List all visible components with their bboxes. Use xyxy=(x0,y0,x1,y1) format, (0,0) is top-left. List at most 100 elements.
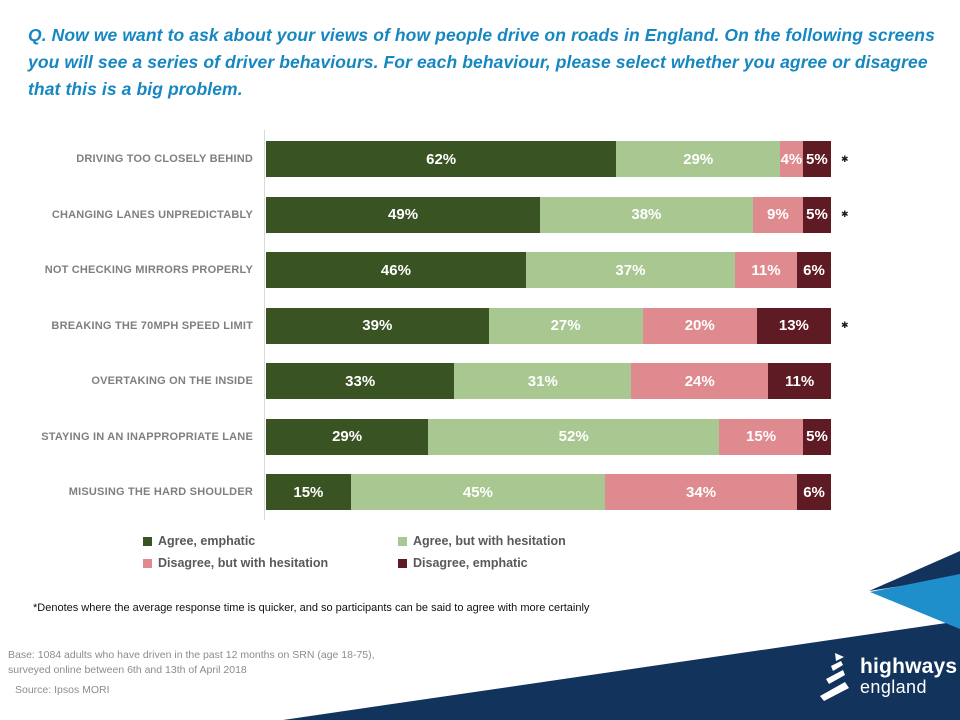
stacked-bar: 49% 38% 9% 5% xyxy=(266,196,831,233)
bar-segment-value: 6% xyxy=(803,261,825,279)
stacked-bar: 33% 31% 24% 11% xyxy=(266,363,831,399)
bar-segment: 27% xyxy=(488,307,643,344)
legend-item: Agree, but with hesitation xyxy=(398,533,566,549)
bar-segment-value: 27% xyxy=(550,317,581,334)
highways-england-logo: highways england xyxy=(818,646,960,706)
bar-segment: 33% xyxy=(266,363,455,399)
base-text: Base: 1084 adults who have driven in the… xyxy=(8,648,428,678)
bar-segment: 5% xyxy=(802,141,831,177)
bar-segment-value: 45% xyxy=(462,483,493,501)
bar-segment: 29% xyxy=(616,141,781,177)
bar-segment-value: 5% xyxy=(806,150,828,168)
legend-item: Disagree, but with hesitation xyxy=(143,555,398,571)
chart-row: BREAKING THE 70MPH SPEED LIMIT 39% 27% 20% 1… xyxy=(0,307,900,344)
bar-segment-value: 20% xyxy=(684,317,715,334)
base-line-2: surveyed online between 6th and 13th of … xyxy=(8,664,247,676)
bar-segment-value: 24% xyxy=(684,372,715,390)
stacked-bar-chart: DRIVING TOO CLOSELY BEHIND 62% 29% 4% 5% ✱ CHA… xyxy=(0,130,900,522)
bar-segment-value: 38% xyxy=(631,206,662,223)
bar-segment-value: 11% xyxy=(751,261,781,279)
quicker-response-asterisk: ✱ xyxy=(841,153,849,164)
chart-row: MISUSING THE HARD SHOULDER 15% 45% 34% 6% xyxy=(0,474,900,510)
bar-segment: 4% xyxy=(780,141,803,177)
bar-segment-value: 4% xyxy=(780,150,803,168)
bar-segment: 46% xyxy=(266,252,526,288)
stacked-bar: 39% 27% 20% 13% xyxy=(266,307,831,344)
bar-segment: 5% xyxy=(803,418,831,455)
bar-segment-value: 15% xyxy=(293,483,324,501)
source-text: Source: Ipsos MORI xyxy=(15,684,110,696)
bar-segment: 29% xyxy=(266,418,429,455)
chart-legend: Agree, emphatic Agree, but with hesitatio… xyxy=(143,533,566,571)
quicker-response-asterisk: ✱ xyxy=(841,209,849,219)
bar-segment: 5% xyxy=(803,196,831,233)
light-blue-flag-shape xyxy=(870,574,960,629)
legend-label: Disagree, but with hesitation xyxy=(158,556,329,570)
category-label: MISUSING THE HARD SHOULDER xyxy=(68,486,253,498)
bar-segment-value: 33% xyxy=(345,372,376,390)
bar-segment-value: 6% xyxy=(803,483,825,501)
bar-segment: 9% xyxy=(752,196,803,233)
stacked-bar: 46% 37% 11% 6% xyxy=(266,252,831,288)
legend-swatch xyxy=(143,558,152,568)
bar-segment-value: 37% xyxy=(615,261,646,279)
category-label: OVERTAKING ON THE INSIDE xyxy=(91,375,253,387)
bar-segment-value: 15% xyxy=(746,428,777,445)
bar-segment: 39% xyxy=(266,307,489,344)
asterisk-footnote: *Denotes where the average response time… xyxy=(33,602,590,614)
bar-segment-value: 9% xyxy=(766,206,789,223)
bar-segment: 34% xyxy=(605,474,798,510)
bar-segment: 49% xyxy=(266,196,541,233)
bar-segment: 15% xyxy=(266,474,351,510)
chart-row: CHANGING LANES UNPREDICTABLY 49% 38% 9% 5% ✱ xyxy=(0,196,900,233)
legend-item: Agree, emphatic xyxy=(143,533,398,549)
highways-england-road-icon xyxy=(820,653,849,701)
bar-segment: 62% xyxy=(266,141,617,177)
bar-segment-value: 62% xyxy=(426,150,457,168)
chart-row: STAYING IN AN INAPPROPRIATE LANE 29% 52% 15… xyxy=(0,418,900,455)
category-label: CHANGING LANES UNPREDICTABLY xyxy=(51,208,253,221)
stacked-bar: 62% 29% 4% 5% xyxy=(266,141,831,177)
bar-segment: 37% xyxy=(525,252,735,288)
chart-row: NOT CHECKING MIRRORS PROPERLY 46% 37% 11% 6% xyxy=(0,252,900,288)
logo-word-highways: highways xyxy=(860,655,958,678)
legend-swatch xyxy=(398,536,407,546)
bar-segment: 13% xyxy=(756,307,831,344)
legend-item: Disagree, emphatic xyxy=(398,555,566,571)
stacked-bar: 29% 52% 15% 5% xyxy=(266,418,831,455)
legend-label: Disagree, emphatic xyxy=(413,556,528,570)
bar-segment: 38% xyxy=(540,196,753,233)
category-label: BREAKING THE 70MPH SPEED LIMIT xyxy=(51,319,253,332)
bar-segment: 31% xyxy=(454,363,632,399)
legend-label: Agree, but with hesitation xyxy=(413,534,566,548)
bar-segment: 6% xyxy=(797,474,831,510)
bar-segment-value: 5% xyxy=(806,428,828,445)
bar-segment-value: 31% xyxy=(527,372,558,390)
bar-segment-value: 13% xyxy=(778,317,809,334)
stacked-bar: 15% 45% 34% 6% xyxy=(266,474,831,510)
logo-word-england: england xyxy=(860,677,927,697)
y-axis-line xyxy=(264,130,265,520)
bar-segment: 24% xyxy=(631,363,769,399)
base-line-1: Base: 1084 adults who have driven in the… xyxy=(8,649,375,661)
bar-segment-value: 34% xyxy=(686,483,717,501)
bar-segment-value: 29% xyxy=(332,428,363,445)
bar-segment: 15% xyxy=(719,418,804,455)
bar-segment-value: 39% xyxy=(362,317,393,334)
category-label: STAYING IN AN INAPPROPRIATE LANE xyxy=(41,430,253,443)
bar-segment: 11% xyxy=(768,363,831,399)
category-label: NOT CHECKING MIRRORS PROPERLY xyxy=(44,264,253,276)
bar-segment: 6% xyxy=(797,252,831,288)
chart-row: DRIVING TOO CLOSELY BEHIND 62% 29% 4% 5% ✱ xyxy=(0,141,900,177)
bar-segment-value: 29% xyxy=(683,150,714,168)
legend-swatch xyxy=(143,536,152,546)
chart-row: OVERTAKING ON THE INSIDE 33% 31% 24% 11% xyxy=(0,363,900,399)
legend-swatch xyxy=(398,558,407,568)
logo-text: highways england xyxy=(860,656,957,696)
bar-segment-value: 49% xyxy=(388,206,419,223)
bar-segment-value: 5% xyxy=(806,206,828,223)
question-title: Q. Now we want to ask about your views o… xyxy=(28,25,935,99)
bar-segment-value: 46% xyxy=(380,261,411,279)
quicker-response-asterisk: ✱ xyxy=(841,320,849,330)
